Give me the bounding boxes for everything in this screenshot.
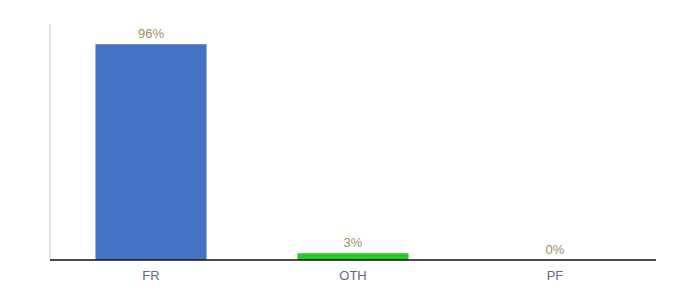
data-label: 3% — [344, 235, 363, 250]
data-label: 96% — [138, 26, 164, 41]
x-axis-line — [50, 259, 656, 261]
x-tick-label: OTH — [339, 268, 366, 283]
x-tick-label: PF — [547, 268, 564, 283]
x-tick-label: FR — [142, 268, 159, 283]
data-label: 0% — [546, 242, 565, 257]
y-axis-line — [50, 24, 51, 260]
bar — [297, 253, 408, 260]
chart: 96% 3% 0% FR OTH PF — [0, 0, 680, 300]
bars — [95, 44, 408, 260]
chart-container: 96% 3% 0% FR OTH PF — [0, 0, 680, 300]
bar — [95, 44, 206, 260]
